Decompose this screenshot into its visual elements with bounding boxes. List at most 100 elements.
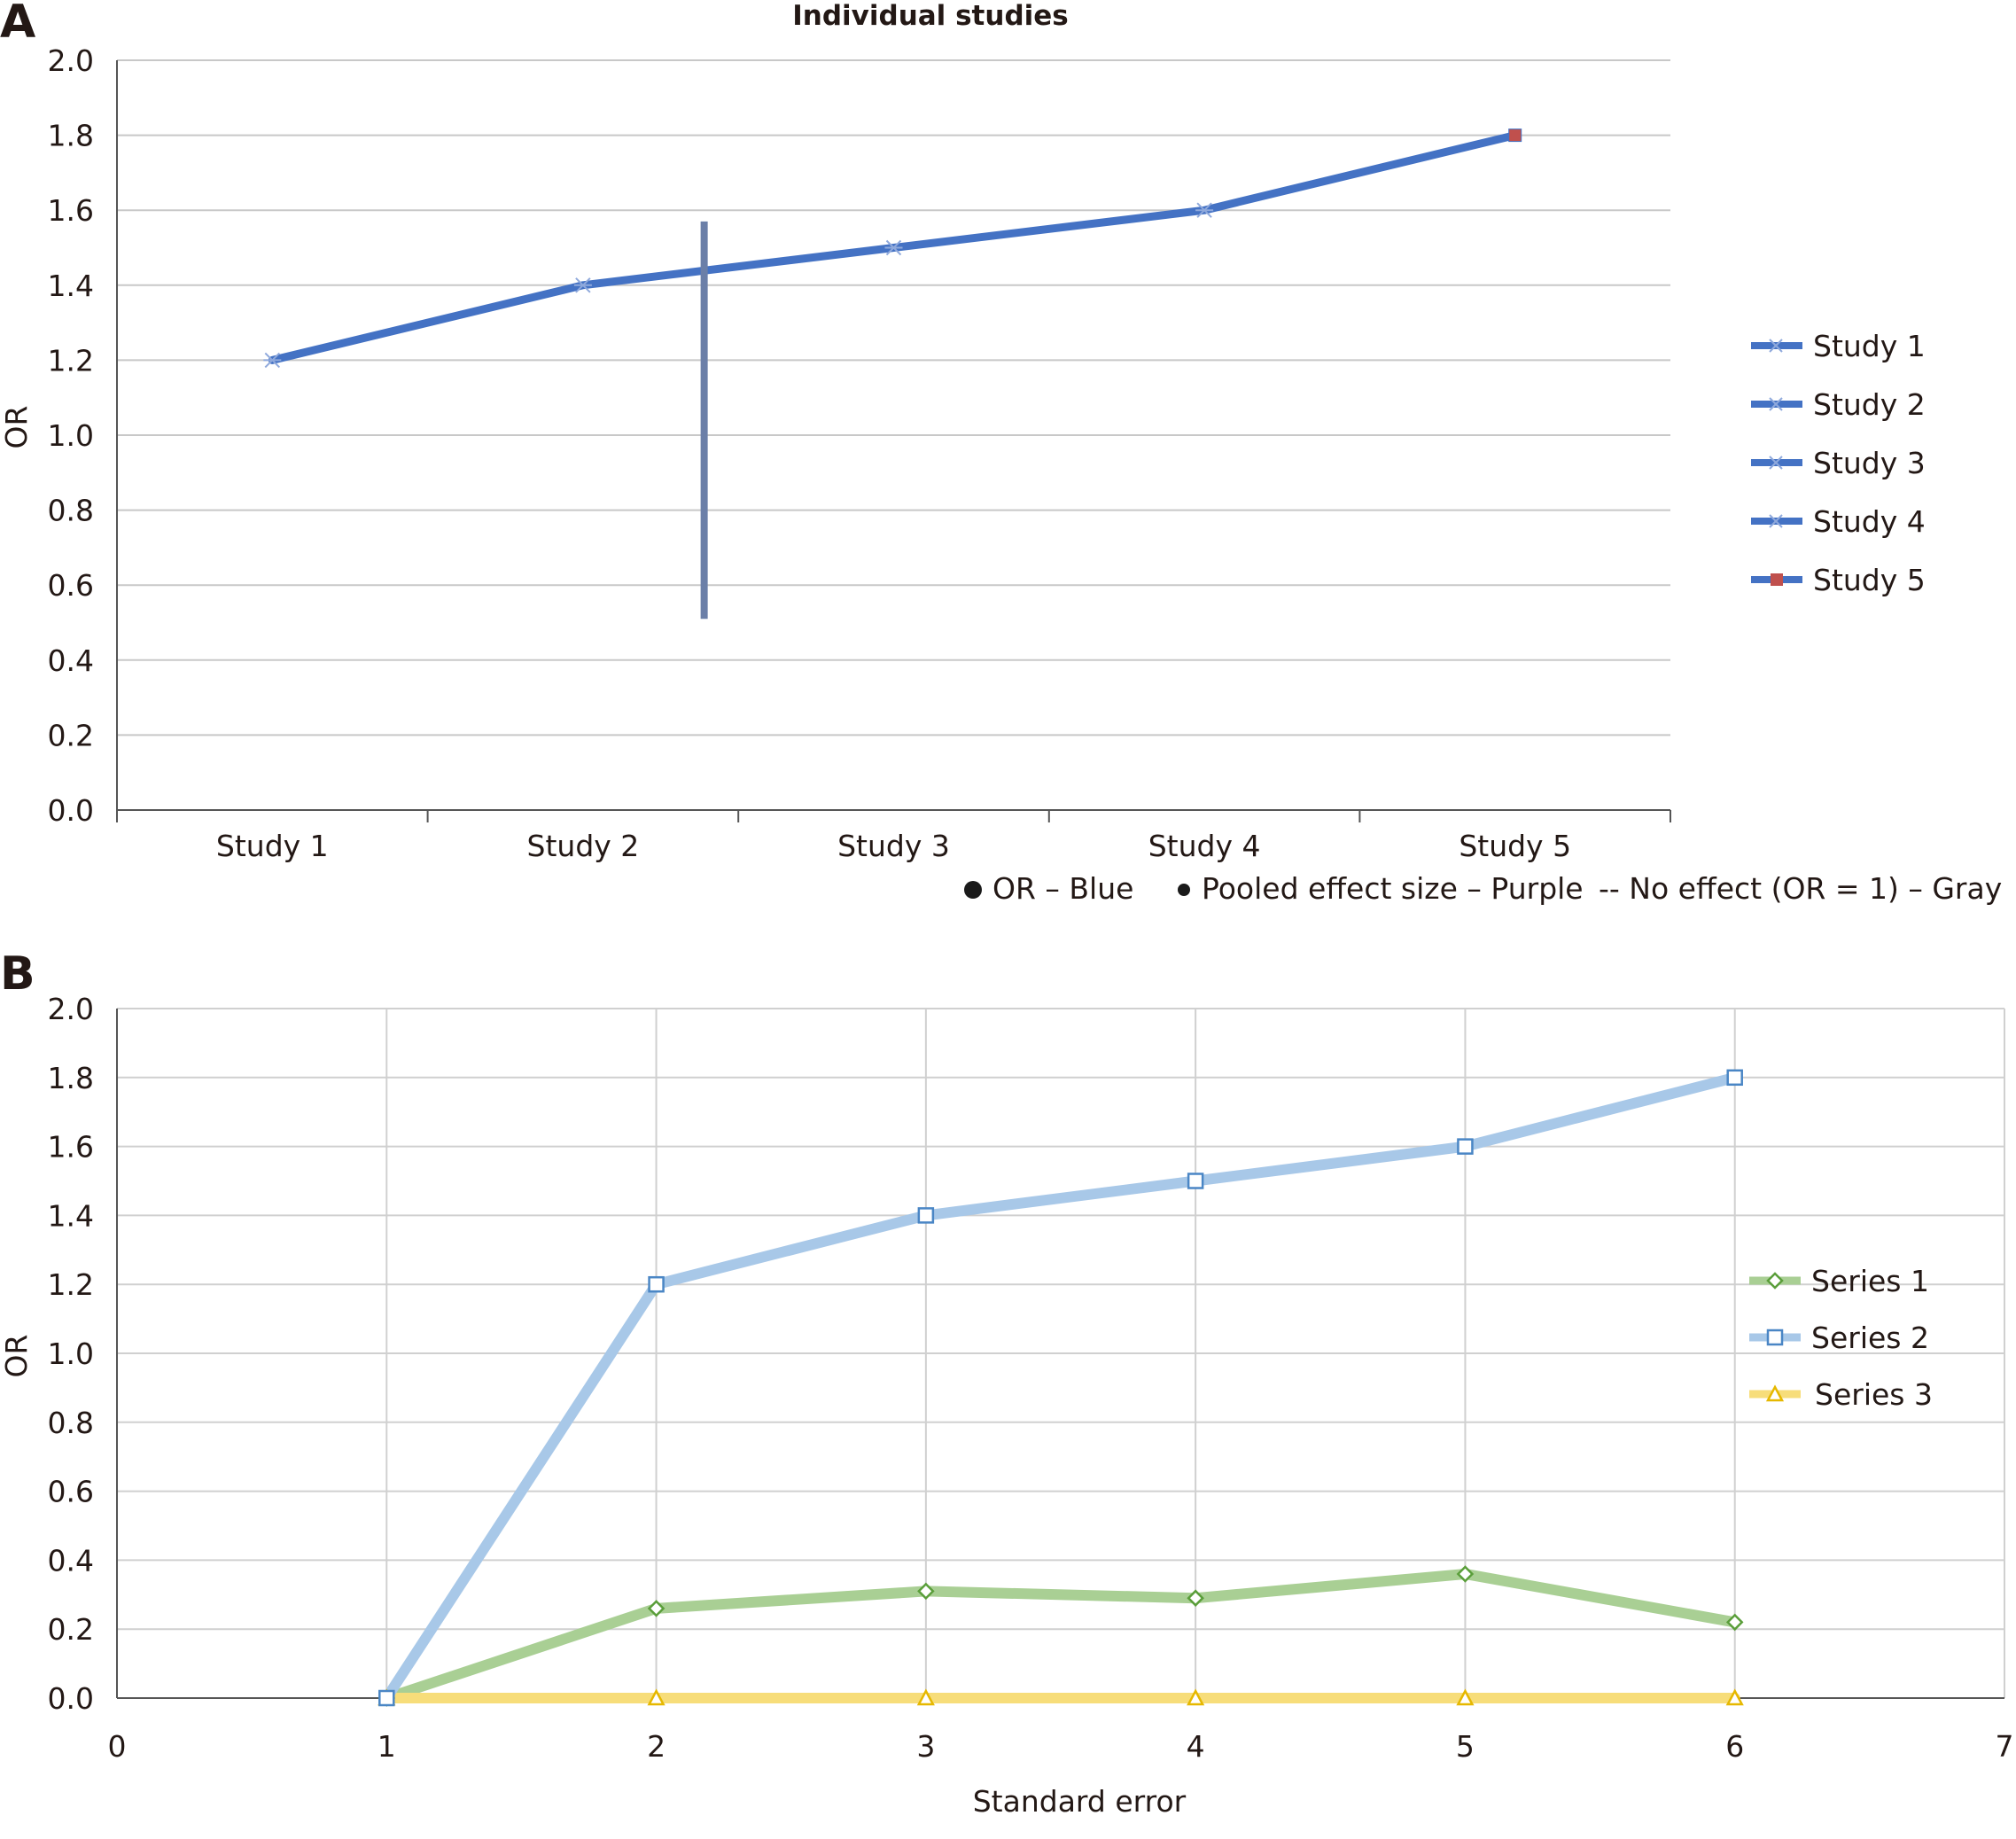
diamond-marker [917,1582,935,1601]
data-point-marker [1457,1138,1474,1155]
panel-b-x-ticks: 0 1 2 3 4 5 6 7 [108,1729,2014,1764]
note-pooled: Pooled effect size – Purple [1202,871,1584,906]
panel-a: A Individual studies 0.0 0.2 0.4 0.6 0.8 1.0 1… [0,0,2002,906]
y-tick-label: 0.4 [48,1543,94,1578]
panel-b-series [378,1069,1744,1707]
x-tick-label: Study 4 [1148,829,1261,863]
panel-a-axes [116,60,1671,822]
square-marker [1766,1329,1784,1346]
panel-a-y-ticks: 0.0 0.2 0.4 0.6 0.8 1.0 1.2 1.4 1.6 1.8 2.0 [48,43,94,828]
data-point-marker [917,1582,935,1601]
panel-a-gridlines [117,59,1670,736]
square-marker [1726,1069,1743,1087]
y-tick-label: 0.0 [48,1681,94,1716]
panel-a-title: Individual studies [792,0,1068,32]
y-tick-label: 0.8 [48,494,94,528]
square-marker [648,1275,665,1293]
data-point-marker [573,277,592,293]
y-tick-label: 0.0 [48,793,94,828]
vertical-error-bar [700,221,708,619]
x-tick-label: 0 [108,1729,127,1764]
panel-a-y-axis-label: OR [0,406,34,449]
y-tick-label: 1.6 [48,193,94,228]
data-point-marker [647,1600,666,1617]
triangle-marker [647,1688,666,1706]
square-marker [378,1689,395,1707]
data-point-marker [1508,129,1522,143]
series-3-markers [378,1688,1744,1706]
x-tick-label: 2 [647,1729,666,1764]
diamond-marker [1187,1589,1204,1607]
data-point-marker [1725,1688,1744,1706]
panel-b-x-axis-label: Standard error [973,1784,1187,1819]
panel-b-gridlines [117,1008,2005,1698]
panel-a-series [263,129,1522,619]
y-tick-label: 0.2 [48,1612,94,1647]
series-2 [381,1071,1740,1703]
legend-item: Study 2 [1751,387,1926,422]
triangle-marker [1187,1688,1205,1706]
panel-b: B 0.0 0.2 0.4 0.6 0.8 1.0 1.2 1.4 1.6 1.8 2.0 0 1 2 3… [0,947,2014,1819]
legend-label: Study 1 [1813,329,1926,363]
y-tick-label: 0.6 [48,568,94,603]
x-tick-label: Study 1 [216,829,329,863]
y-tick-label: 1.2 [48,1267,94,1302]
legend-label: Study 4 [1813,504,1926,539]
y-tick-label: 0.4 [48,643,94,678]
x-tick-label: 6 [1725,1729,1744,1764]
data-point-marker [647,1688,666,1706]
panel-a-x-ticks: Study 1 Study 2 Study 3 Study 4 Study 5 [216,829,1571,863]
y-tick-label: 1.6 [48,1130,94,1165]
y-tick-label: 0.8 [48,1406,94,1440]
y-tick-label: 2.0 [48,992,94,1026]
data-point-marker [1195,202,1214,218]
data-point-marker [1187,1688,1205,1706]
panel-b-y-axis-label: OR [0,1335,34,1378]
legend-star-marker [1769,456,1783,470]
square-marker [917,1207,935,1224]
diamond-marker [647,1600,666,1617]
panel-b-letter: B [0,947,35,1001]
legend-item: Series 3 [1749,1377,1933,1412]
legend-item: Study 3 [1751,446,1926,480]
y-tick-label: 1.8 [48,1061,94,1095]
panel-a-letter: A [0,0,35,49]
x-tick-label: 7 [1996,1729,2014,1764]
legend-label: Series 3 [1815,1377,1933,1412]
y-tick-label: 0.6 [48,1475,94,1509]
x-tick-label: 3 [916,1729,935,1764]
legend-item: Study 1 [1751,329,1926,363]
data-point-marker [648,1275,665,1293]
y-tick-label: 0.2 [48,718,94,752]
data-point-marker [916,1688,935,1706]
note-or-dot-icon [964,881,982,899]
data-point-marker [1725,1613,1744,1632]
data-point-marker [884,239,903,256]
legend-item: Study 4 [1751,504,1926,539]
panel-b-legend: Series 1 Series 2 Series 3 [1749,1264,1933,1412]
x-tick-label: Study 5 [1459,829,1571,863]
legend-star-marker [1769,397,1783,411]
x-tick-label: Study 3 [837,829,950,863]
y-tick-label: 1.0 [48,418,94,453]
legend-star-marker [1769,514,1783,528]
legend-item: Study 5 [1751,563,1926,597]
data-point-marker [1456,1565,1475,1583]
triangle-marker [1725,1688,1744,1706]
triangle-marker [1765,1384,1785,1402]
series-2-markers [378,1069,1743,1707]
panel-a-notes: OR – Blue Pooled effect size – Purple --… [964,871,2002,906]
y-tick-label: 1.0 [48,1336,94,1371]
y-tick-label: 1.2 [48,343,94,378]
triangle-marker [916,1688,935,1706]
data-point-marker [378,1689,395,1707]
legend-star-marker [1769,339,1783,353]
data-point-marker [1187,1589,1204,1607]
square-marker [1457,1138,1474,1155]
y-tick-label: 1.4 [48,269,94,303]
y-tick-label: 1.4 [48,1198,94,1233]
legend-label: Series 1 [1811,1264,1929,1298]
legend-item: Series 1 [1749,1264,1929,1298]
note-or: OR – Blue [992,871,1133,906]
data-point-marker [1726,1069,1743,1087]
